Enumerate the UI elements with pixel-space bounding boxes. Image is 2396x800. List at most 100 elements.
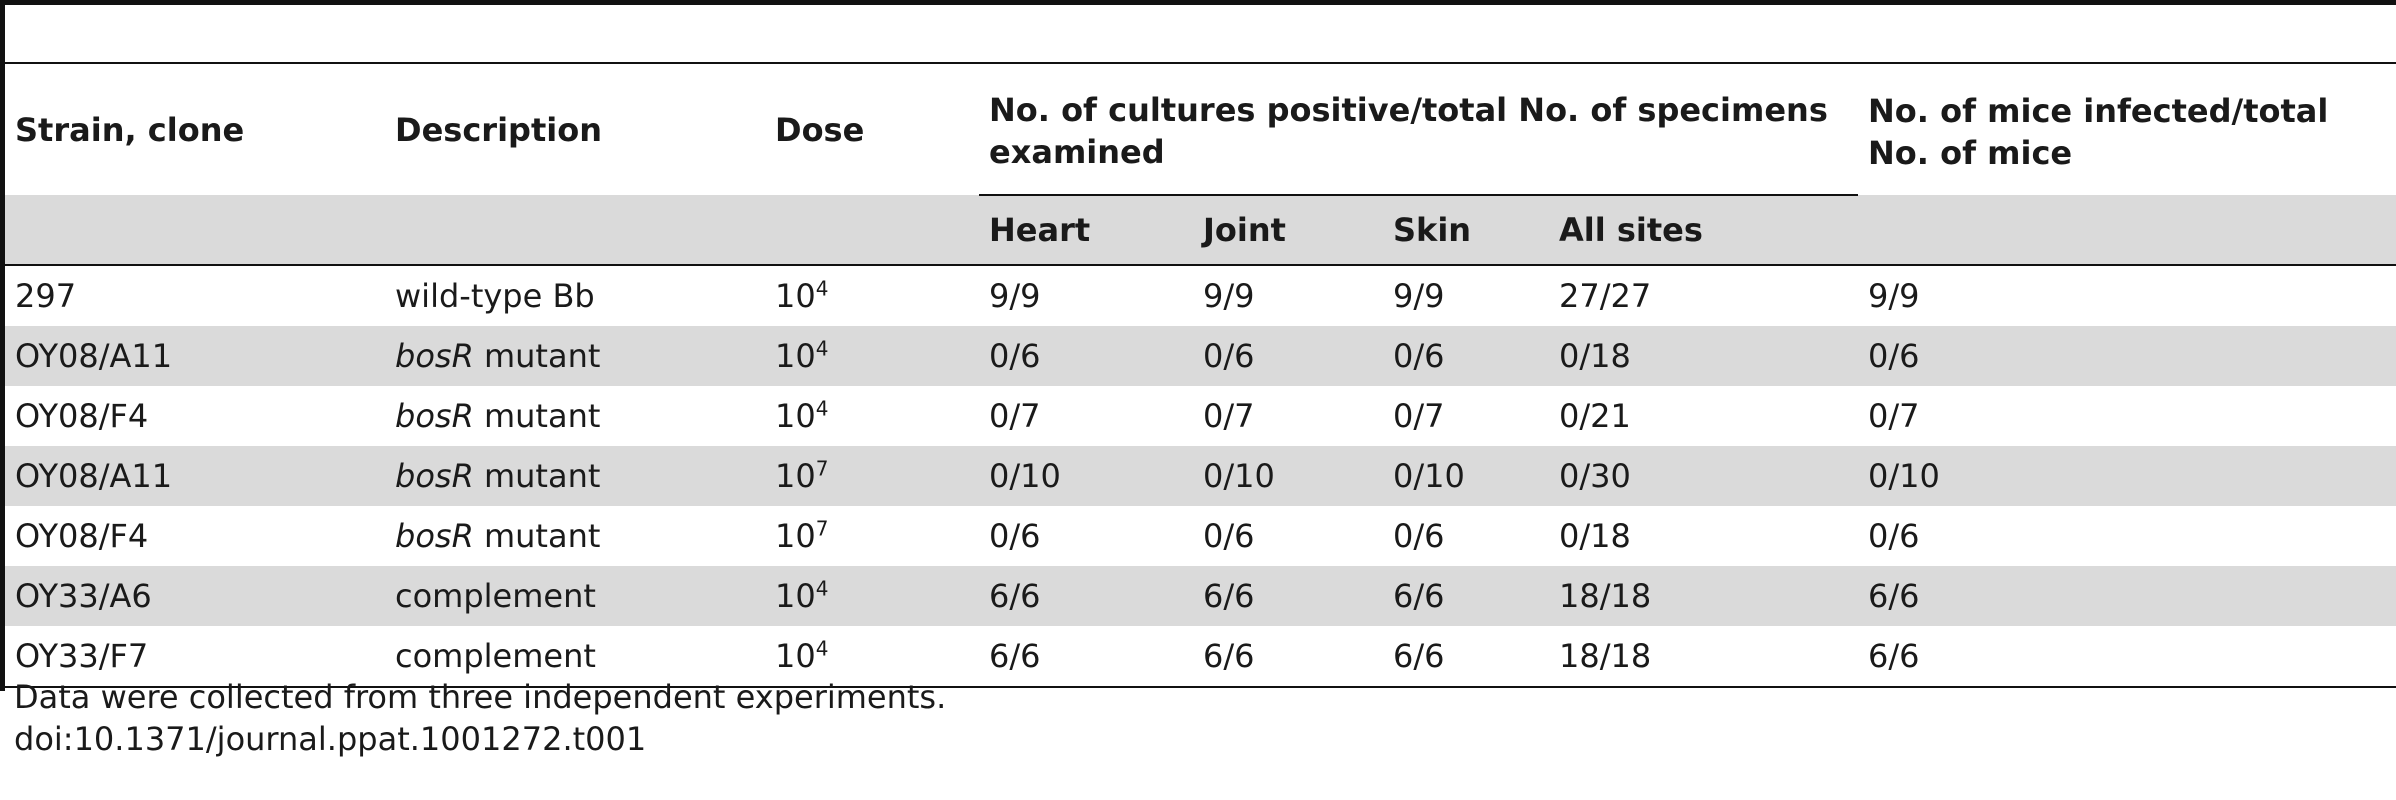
dose-base: 10	[775, 397, 816, 435]
cell-all-sites: 18/18	[1549, 626, 1859, 688]
cell-heart: 6/6	[979, 566, 1193, 626]
header-dose: Dose	[765, 62, 979, 195]
cell-description: bosR mutant	[385, 506, 765, 566]
cell-heart: 6/6	[979, 626, 1193, 688]
header-skin: Skin	[1383, 195, 1549, 266]
footnote-note: Data were collected from three independe…	[14, 678, 947, 716]
cell-strain: OY08/A11	[5, 326, 385, 386]
cell-dose: 104	[765, 265, 979, 326]
header-description: Description	[385, 62, 765, 195]
cell-dose: 104	[765, 566, 979, 626]
table-body: 297 wild-type Bb 104 9/9 9/9 9/9 27/27 9/9 OY08/…	[5, 265, 2396, 688]
cell-all-sites: 18/18	[1549, 566, 1859, 626]
dose-exponent: 4	[815, 636, 829, 661]
cell-mice: 0/6	[1858, 326, 2396, 386]
table-row: OY33/F7 complement 104 6/6 6/6 6/6 18/18 6/6	[5, 626, 2396, 688]
cell-joint: 9/9	[1203, 277, 1255, 315]
description-text: mutant	[473, 457, 601, 495]
cell-heart: 9/9	[989, 277, 1041, 315]
subheader-empty	[1858, 195, 2396, 266]
top-rule	[0, 0, 2396, 5]
description-text: complement	[395, 637, 596, 675]
cell-dose: 104	[765, 326, 979, 386]
description-text: mutant	[473, 517, 601, 555]
header-row-main: Strain, clone Description Dose No. of cu…	[5, 62, 2396, 196]
cell-joint: 0/7	[1203, 397, 1255, 435]
dose-base: 10	[775, 277, 816, 315]
dose-exponent: 4	[815, 336, 829, 361]
dose-base: 10	[775, 337, 816, 375]
description-gene: bosR	[395, 457, 474, 495]
dose-base: 10	[775, 457, 816, 495]
subheader-empty	[765, 195, 979, 266]
cell-description: wild-type Bb	[385, 265, 765, 326]
cell-skin: 0/7	[1393, 397, 1445, 435]
dose-base: 10	[775, 517, 816, 555]
header-joint: Joint	[1193, 195, 1383, 266]
cell-joint: 6/6	[1193, 566, 1383, 626]
cell-mice: 0/10	[1858, 446, 2396, 506]
dose-base: 10	[775, 637, 816, 675]
table-row: 297 wild-type Bb 104 9/9 9/9 9/9 27/27 9/9	[5, 265, 2396, 326]
header-mice-group: No. of mice infected/total No. of mice	[1858, 62, 2396, 195]
header-heart: Heart	[979, 195, 1193, 266]
cell-joint: 0/6	[1203, 517, 1255, 555]
cell-heart: 0/6	[979, 326, 1193, 386]
cell-skin: 0/10	[1383, 446, 1549, 506]
cell-mice: 6/6	[1858, 626, 2396, 688]
cell-all-sites: 0/18	[1549, 326, 1859, 386]
cell-strain: OY33/A6	[5, 566, 385, 626]
subheader-empty	[385, 195, 765, 266]
cell-joint: 0/10	[1193, 446, 1383, 506]
cell-description: complement	[385, 566, 765, 626]
cell-joint: 6/6	[1193, 626, 1383, 688]
cell-description: complement	[385, 626, 765, 688]
description-gene: bosR	[395, 517, 474, 555]
cell-skin: 9/9	[1393, 277, 1445, 315]
cell-skin: 6/6	[1383, 626, 1549, 688]
cell-strain: OY08/F4	[15, 397, 149, 435]
table-footnote: Data were collected from three independe…	[14, 676, 946, 760]
description-text: mutant	[473, 397, 601, 435]
cell-skin: 0/6	[1383, 326, 1549, 386]
infectivity-table: Strain, clone Description Dose No. of cu…	[5, 62, 2396, 688]
cell-description: bosR mutant	[385, 326, 765, 386]
cell-description: bosR mutant	[385, 446, 765, 506]
table-row: OY08/F4 bosR mutant 107 0/6 0/6 0/6 0/18 0/6	[5, 506, 2396, 566]
dose-exponent: 4	[815, 396, 829, 421]
cell-strain: OY08/A11	[5, 446, 385, 506]
cell-heart: 0/7	[989, 397, 1041, 435]
cell-skin: 6/6	[1383, 566, 1549, 626]
header-row-sub: Heart Joint Skin All sites	[5, 195, 2396, 266]
table-row: OY08/F4 bosR mutant 104 0/7 0/7 0/7 0/21 0/7	[5, 386, 2396, 446]
description-text: complement	[395, 577, 596, 615]
left-border	[0, 5, 5, 691]
cell-strain: OY08/F4	[15, 517, 149, 555]
cell-strain: OY33/F7	[5, 626, 385, 688]
cell-mice: 9/9	[1868, 277, 1920, 315]
data-table-container: Strain, clone Description Dose No. of cu…	[5, 62, 2396, 688]
cell-all-sites: 0/30	[1549, 446, 1859, 506]
cell-all-sites: 27/27	[1559, 277, 1652, 315]
description-gene: bosR	[395, 397, 474, 435]
table-row: OY08/A11 bosR mutant 107 0/10 0/10 0/10 0/30 0/…	[5, 446, 2396, 506]
dose-exponent: 7	[815, 516, 829, 541]
description-text: mutant	[473, 337, 601, 375]
subheader-empty	[5, 195, 385, 266]
header-all-sites: All sites	[1549, 195, 1859, 266]
dose-exponent: 7	[815, 456, 829, 481]
dose-base: 10	[775, 577, 816, 615]
cell-description: bosR mutant	[385, 386, 765, 446]
cell-dose: 107	[765, 446, 979, 506]
footnote-doi: doi:10.1371/journal.ppat.1001272.t001	[14, 720, 647, 758]
dose-exponent: 4	[815, 276, 829, 301]
description-gene: bosR	[395, 337, 474, 375]
cell-skin: 0/6	[1393, 517, 1445, 555]
dose-exponent: 4	[815, 576, 829, 601]
table-header: Strain, clone Description Dose No. of cu…	[5, 62, 2396, 266]
cell-heart: 0/10	[979, 446, 1193, 506]
cell-dose: 104	[765, 386, 979, 446]
header-cultures-group: No. of cultures positive/total No. of sp…	[979, 62, 1859, 196]
description-text: wild-type Bb	[395, 277, 595, 315]
cell-heart: 0/6	[989, 517, 1041, 555]
